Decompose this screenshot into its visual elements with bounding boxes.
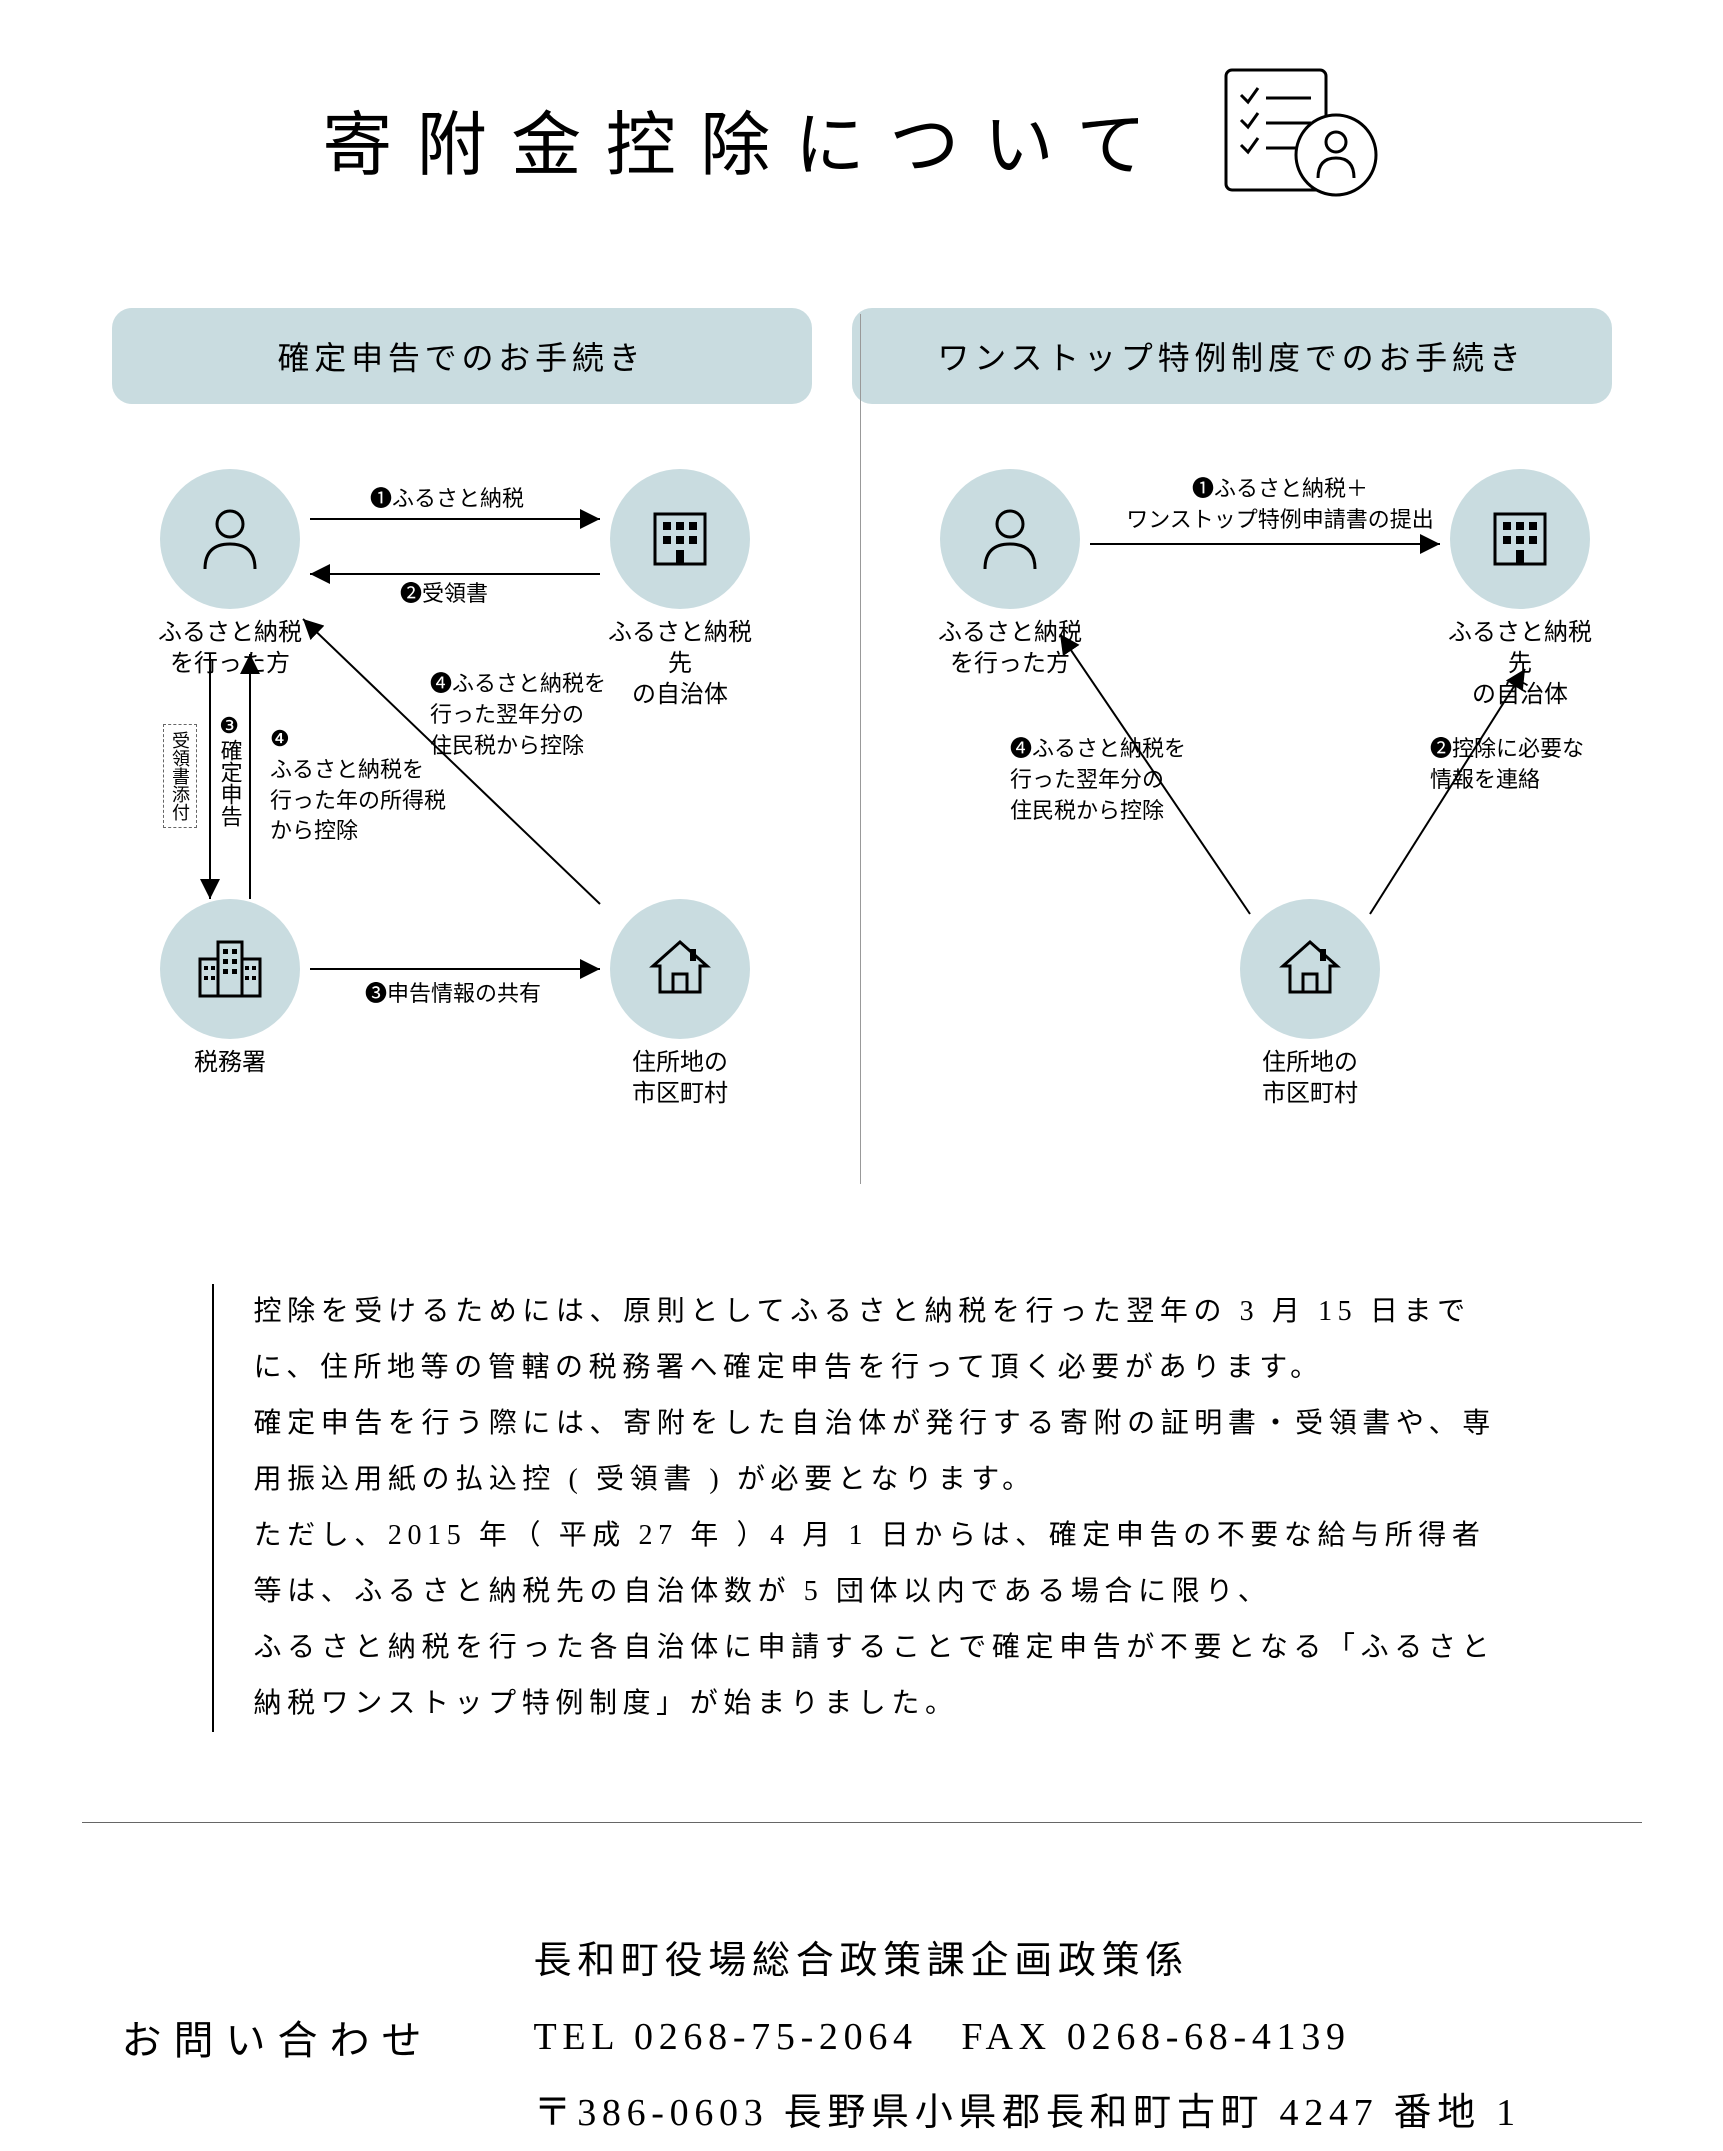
person-icon: [940, 469, 1080, 609]
node-muni-right: ふるさと納税先の自治体: [1440, 469, 1600, 711]
tab-kakutei: 確定申告でのお手続き: [112, 308, 812, 404]
tabs-row: 確定申告でのお手続き ワンストップ特例制度でのお手続き: [0, 308, 1723, 404]
body-p4: ふるさと納税を行った各自治体に申請することで確定申告が不要となる「ふるさと納税ワ…: [254, 1620, 1512, 1732]
body-p2: 確定申告を行う際には、寄附をした自治体が発行する寄附の証明書・受領書や、専用振込…: [254, 1396, 1512, 1508]
edge-label: ❶ふるさと納税＋ワンストップ特例申請書の提出: [1120, 474, 1440, 536]
edge-note-box: 受領書添付: [163, 724, 197, 828]
house-icon: [610, 899, 750, 1039]
node-taxoffice: 税務署: [150, 899, 310, 1078]
house-icon: [1240, 899, 1380, 1039]
node-label: ふるさと納税を行った方: [930, 617, 1090, 679]
node-person-right: ふるさと納税を行った方: [930, 469, 1090, 679]
building-icon: [1450, 469, 1590, 609]
txt: 確定申告: [218, 739, 243, 827]
body-p3: ただし、2015 年（ 平成 27 年 ）4 月 1 日からは、確定申告の不要な…: [254, 1508, 1512, 1620]
tab-onestop: ワンストップ特例制度でのお手続き: [852, 308, 1612, 404]
page-title: 寄附金控除について: [0, 60, 1723, 218]
node-label: 住所地の市区町村: [1230, 1047, 1390, 1109]
node-person-left: ふるさと納税を行った方: [150, 469, 310, 679]
contact-address: 〒386-0603 長野県小県郡長和町古町 4247 番地 1: [534, 2075, 1521, 2151]
edge-label: ❹ふるさと納税を行った翌年分の住民税から控除: [430, 669, 640, 761]
edge-label: ❷控除に必要な情報を連絡: [1430, 734, 1610, 796]
building-icon: [610, 469, 750, 609]
document-person-icon: [1211, 60, 1401, 218]
node-label: 税務署: [150, 1047, 310, 1078]
node-label: ふるさと納税を行った方: [150, 617, 310, 679]
edge-label-vertical: ❸確定申告: [215, 714, 244, 827]
edge-label: ❸申告情報の共有: [365, 979, 541, 1010]
person-icon: [160, 469, 300, 609]
body-p1: 控除を受けるためには、原則としてふるさと納税を行った翌年の 3 月 15 日まで…: [254, 1284, 1512, 1396]
title-text: 寄附金控除について: [322, 89, 1170, 190]
contact-label: お問い合わせ: [122, 2008, 434, 2066]
node-label: ふるさと納税先の自治体: [1440, 617, 1600, 711]
diagrams-area: ふるさと納税を行った方 ふるさと納税先の自治体 税務署 住所地の市区町村 ❶ふる…: [0, 444, 1723, 1184]
node-city-right: 住所地の市区町村: [1230, 899, 1390, 1109]
edge-label: ❷受領書: [400, 579, 488, 610]
office-icon: [160, 899, 300, 1039]
contact-section: お問い合わせ 長和町役場総合政策課企画政策係 TEL 0268-75-2064 …: [122, 1923, 1602, 2151]
edge-label: ❹ふるさと納税を行った翌年分の住民税から控除: [1010, 734, 1220, 826]
contact-tel: TEL 0268-75-2064 FAX 0268-68-4139: [534, 1999, 1521, 2075]
body-text: 控除を受けるためには、原則としてふるさと納税を行った翌年の 3 月 15 日まで…: [212, 1284, 1512, 1732]
contact-body: 長和町役場総合政策課企画政策係 TEL 0268-75-2064 FAX 026…: [534, 1923, 1521, 2151]
node-label: 住所地の市区町村: [600, 1047, 760, 1109]
edge-label: ❶ふるさと納税: [370, 484, 524, 515]
horizontal-divider: [82, 1822, 1642, 1823]
num: ❸: [218, 714, 243, 739]
contact-org: 長和町役場総合政策課企画政策係: [534, 1923, 1521, 1999]
node-city-left: 住所地の市区町村: [600, 899, 760, 1109]
